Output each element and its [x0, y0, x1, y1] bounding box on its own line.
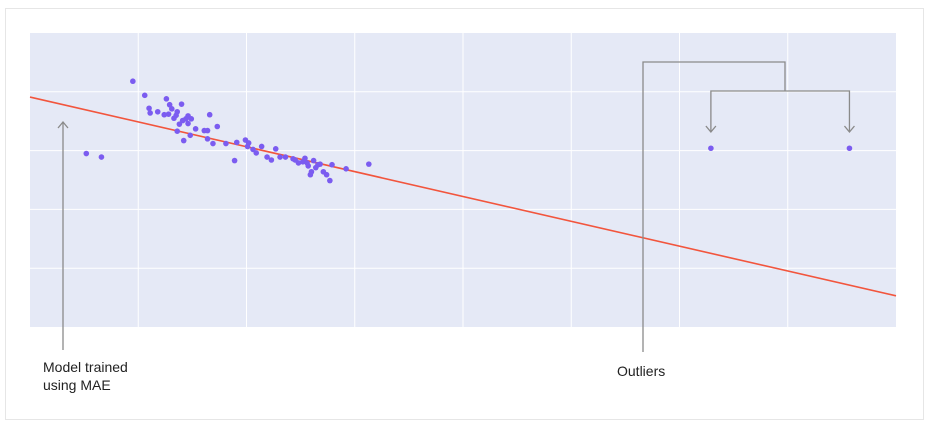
- data-point: [272, 146, 279, 152]
- data-point: [174, 128, 181, 134]
- data-point: [343, 166, 349, 172]
- data-point: [268, 157, 275, 163]
- data-point: [206, 111, 213, 118]
- data-point: [180, 137, 187, 144]
- data-point: [174, 108, 181, 115]
- model-annotation-label: Model trained using MAE: [43, 359, 128, 393]
- data-point: [329, 161, 335, 168]
- down-arrow-icon: [705, 125, 717, 134]
- data-point: [323, 171, 330, 178]
- data-point: [264, 154, 270, 160]
- data-point: [161, 111, 168, 118]
- data-point: [188, 116, 195, 122]
- data-point: [317, 161, 323, 167]
- outliers-annotation-label: Outliers: [617, 363, 666, 379]
- data-point: [165, 111, 172, 117]
- data-point: [295, 160, 302, 166]
- data-point: [708, 145, 714, 152]
- data-point: [250, 146, 256, 153]
- data-point: [176, 121, 183, 127]
- data-point: [846, 145, 853, 152]
- data-point: [327, 177, 333, 184]
- data-point: [258, 143, 265, 150]
- data-points: [83, 78, 853, 184]
- data-point: [83, 150, 90, 157]
- down-arrow-icon: [843, 125, 855, 134]
- annotation-lines: [57, 61, 855, 352]
- data-point: [98, 154, 105, 160]
- data-point: [146, 105, 152, 112]
- data-point: [308, 168, 315, 175]
- data-point: [169, 106, 175, 112]
- data-point: [204, 136, 211, 142]
- data-point: [163, 96, 170, 102]
- data-point: [130, 78, 136, 85]
- data-point: [178, 101, 185, 107]
- data-point: [187, 132, 194, 139]
- data-point: [277, 154, 283, 160]
- regression-line: [29, 96, 897, 297]
- data-point: [366, 161, 372, 167]
- data-point: [302, 155, 308, 162]
- data-point: [233, 139, 240, 146]
- data-point: [192, 126, 199, 132]
- data-point: [305, 163, 312, 169]
- data-point: [141, 92, 148, 99]
- data-point: [282, 154, 289, 160]
- outliers-branch-line: [710, 90, 851, 131]
- up-arrow-icon: [57, 120, 69, 129]
- data-point: [223, 140, 229, 147]
- data-point: [147, 110, 153, 116]
- data-point: [253, 150, 260, 156]
- gridlines: [30, 33, 896, 327]
- data-point: [210, 140, 216, 147]
- data-point: [154, 108, 161, 115]
- data-point: [231, 157, 238, 164]
- data-point: [166, 101, 173, 108]
- data-point: [214, 123, 221, 130]
- data-point: [310, 157, 317, 164]
- data-point: [185, 120, 191, 127]
- data-point: [204, 127, 211, 134]
- outliers-bracket-line: [642, 61, 786, 352]
- data-point: [245, 140, 252, 146]
